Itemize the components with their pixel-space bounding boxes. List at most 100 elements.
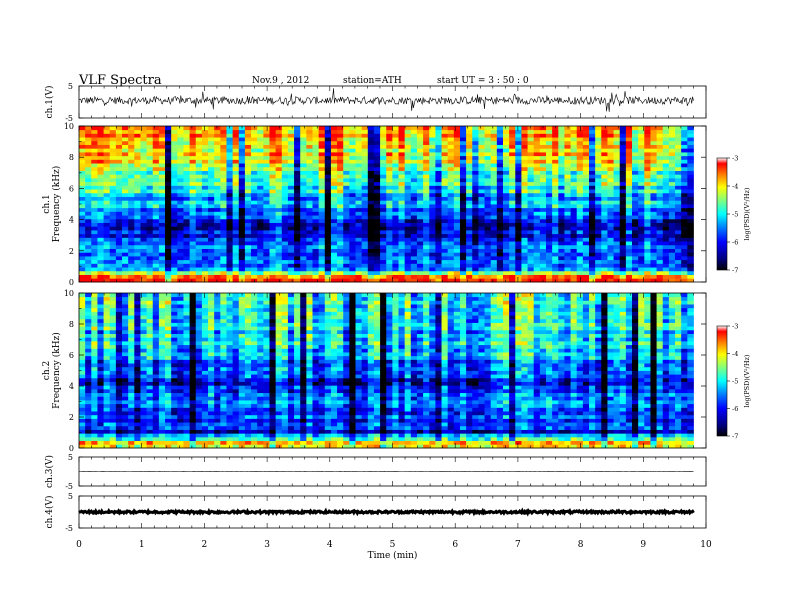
ch1-spectrogram-cell: [398, 185, 406, 190]
ch1-spectrogram-cell: [244, 196, 252, 201]
ch1-spectrogram-cell: [527, 148, 535, 153]
ch2-spectrogram-cell: [226, 436, 234, 442]
ch1-spectrogram-cell: [171, 178, 178, 183]
ch1-spectrogram-cell: [226, 222, 234, 227]
ch1-spectrogram-cell: [625, 133, 633, 138]
ch1-spectrogram-cell: [152, 215, 160, 220]
ch1-spectrogram-cell: [103, 218, 111, 223]
ch2-spectrogram-cell: [490, 444, 498, 449]
ch1-spectrogram-cell: [502, 178, 510, 183]
ch1-spectrogram-cell: [361, 218, 369, 223]
ch1-spectrogram-cell: [183, 222, 190, 227]
ch1-spectrogram-cell: [109, 159, 117, 164]
ch1-spectrogram-cell: [453, 170, 461, 175]
ch1-spectrogram-cell: [582, 181, 590, 186]
ch1-spectrogram-cell: [158, 222, 166, 227]
ch1-spectrogram-cell: [269, 126, 277, 131]
ch1-spectrogram-cell: [349, 248, 356, 253]
ch2-spectrogram-cell: [330, 440, 338, 445]
ch1-spectrogram-cell: [607, 140, 614, 145]
ch1-spectrogram-cell: [140, 204, 147, 209]
ch1-spectrogram-cell: [404, 189, 412, 194]
ch1-spectrogram-cell: [472, 241, 479, 246]
ch1-spectrogram-cell: [681, 226, 688, 231]
ch1-spectrogram-cell: [171, 170, 178, 175]
ch1-spectrogram-cell: [423, 144, 430, 149]
ch1-spectrogram-cell: [423, 166, 430, 171]
ch1-spectrogram-cell: [662, 148, 670, 153]
ch1-spectrogram-cell: [601, 211, 608, 216]
ch1-spectrogram-cell: [85, 211, 92, 216]
ch1-spectrogram-cell: [687, 204, 694, 209]
ch1-spectrogram-cell: [589, 133, 596, 138]
ch1-spectrogram-cell: [214, 174, 221, 179]
ch1-spectrogram-cell: [564, 259, 571, 264]
ch1-spectrogram-cell: [484, 263, 492, 268]
ch1-spectrogram-cell: [300, 192, 307, 197]
ch1-spectrogram-cell: [435, 215, 442, 220]
ch1-spectrogram-cell: [355, 129, 363, 134]
ch1-spectrogram-cell: [386, 133, 393, 138]
ch1-spectrogram-cell: [122, 204, 129, 209]
ch1-spectrogram-cell: [625, 274, 633, 279]
ch2-spectrogram-cell: [539, 433, 547, 438]
ch1-spectrogram-cell: [527, 244, 535, 249]
ch1-spectrogram-cell: [152, 278, 160, 283]
ch1-spectrogram-cell: [570, 144, 578, 149]
ch1-spectrogram-cell: [122, 230, 129, 235]
ch1-spectrogram-cell: [158, 163, 166, 168]
ch2-spectrogram-cell: [367, 425, 375, 430]
ch1-spectrogram-cell: [515, 248, 522, 253]
ch2-spectrogram-cell: [79, 425, 86, 430]
ch2-spectrogram-cell: [226, 429, 234, 434]
ch1-spectrogram-cell: [398, 144, 406, 149]
ch1-spectrogram-cell: [165, 189, 172, 194]
ch1-spectrogram-cell: [183, 237, 190, 242]
ch1-spectrogram-cell: [632, 129, 639, 134]
ch1-spectrogram-cell: [294, 233, 301, 238]
ch1-spectrogram-cell: [337, 166, 344, 171]
ch1-spectrogram-cell: [459, 152, 467, 157]
ch1-spectrogram-cell: [447, 215, 455, 220]
ch1-spectrogram-cell: [367, 170, 375, 175]
ch1-spectrogram-cell: [91, 270, 98, 275]
ch1-spectrogram-cell: [380, 163, 387, 168]
ch1-spectrogram-cell: [318, 274, 326, 279]
ch1-spectrogram-cell: [294, 144, 301, 149]
ch1-spectrogram-cell: [650, 196, 657, 201]
ch1-spectrogram-cell: [91, 218, 98, 223]
ch1-spectrogram-cell: [269, 252, 277, 257]
ch2-spectrogram-cell: [521, 429, 528, 434]
ch1-spectrogram-cell: [165, 178, 172, 183]
ch1-spectrogram-cell: [404, 263, 412, 268]
ch2-spectrogram-cell: [589, 433, 596, 438]
ch1-spectrogram-cell: [601, 241, 608, 246]
ch1-spectrogram-cell: [324, 140, 332, 145]
ch1-spectrogram-cell: [564, 204, 571, 209]
ch1-spectrogram-cell: [337, 137, 344, 142]
ch1-spectrogram-cell: [373, 204, 381, 209]
ch1-spectrogram-cell: [140, 218, 147, 223]
ch1-spectrogram-cell: [502, 244, 510, 249]
ch2-spectrogram-cell: [79, 444, 86, 449]
ch1-spectrogram-cell: [312, 163, 320, 168]
ch1-spectrogram-cell: [85, 267, 92, 272]
ch1-spectrogram-cell: [134, 207, 141, 212]
ch1-spectrogram-cell: [607, 263, 614, 268]
ch1-spectrogram-cell: [386, 233, 393, 238]
ch1-spectrogram-cell: [601, 204, 608, 209]
ch1-spectrogram-cell: [79, 222, 86, 227]
ch1-spectrogram-cell: [521, 155, 528, 160]
ch1-spectrogram-cell: [275, 152, 283, 157]
ch1-spectrogram-cell: [324, 259, 332, 264]
ch1-spectrogram-cell: [527, 204, 535, 209]
ch2-spectrogram-cell: [355, 425, 363, 430]
ch1-spectrogram-cell: [650, 204, 657, 209]
ch1-spectrogram-cell: [521, 152, 528, 157]
ch1-spectrogram-cell: [275, 155, 283, 160]
ch2-spectrogram-cell: [466, 433, 473, 438]
ch2-spectrogram-cell: [146, 429, 154, 434]
ch1-spectrogram-cell: [410, 215, 418, 220]
ch1-spectrogram-cell: [668, 274, 676, 279]
ch1-spectrogram-cell: [269, 196, 277, 201]
